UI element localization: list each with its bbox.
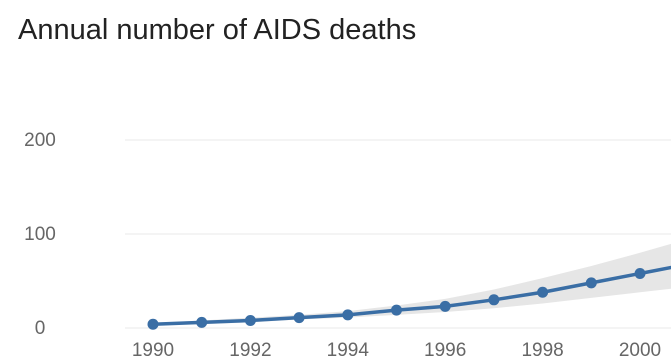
data-point[interactable] xyxy=(342,309,354,321)
data-point[interactable] xyxy=(585,277,597,289)
x-tick-label: 1990 xyxy=(132,340,174,361)
y-tick-label: 0 xyxy=(35,318,46,339)
series-line xyxy=(151,265,671,326)
x-tick-label: 1994 xyxy=(327,340,370,361)
data-point[interactable] xyxy=(147,318,159,330)
x-tick-label: 1996 xyxy=(424,340,466,361)
data-point[interactable] xyxy=(293,312,305,324)
data-point[interactable] xyxy=(244,314,256,326)
x-tick-label: 1998 xyxy=(521,340,563,361)
data-point[interactable] xyxy=(488,294,500,306)
y-axis-ticks: 0 100 200 xyxy=(24,130,56,339)
data-point[interactable] xyxy=(439,300,451,312)
y-tick-label: 100 xyxy=(24,224,56,245)
data-point[interactable] xyxy=(537,286,549,298)
data-point[interactable] xyxy=(634,267,646,279)
chart-title: Annual number of AIDS deaths xyxy=(18,14,417,46)
data-points xyxy=(147,267,646,330)
data-point[interactable] xyxy=(391,304,402,316)
gridlines xyxy=(125,139,671,329)
x-tick-label: 2000 xyxy=(619,340,661,361)
x-axis-ticks: 1990 1992 1994 1996 1998 2000 xyxy=(132,340,661,361)
data-point[interactable] xyxy=(196,316,208,328)
series-line-path xyxy=(151,265,671,326)
y-tick-label: 200 xyxy=(24,130,56,151)
x-tick-label: 1992 xyxy=(229,340,271,361)
